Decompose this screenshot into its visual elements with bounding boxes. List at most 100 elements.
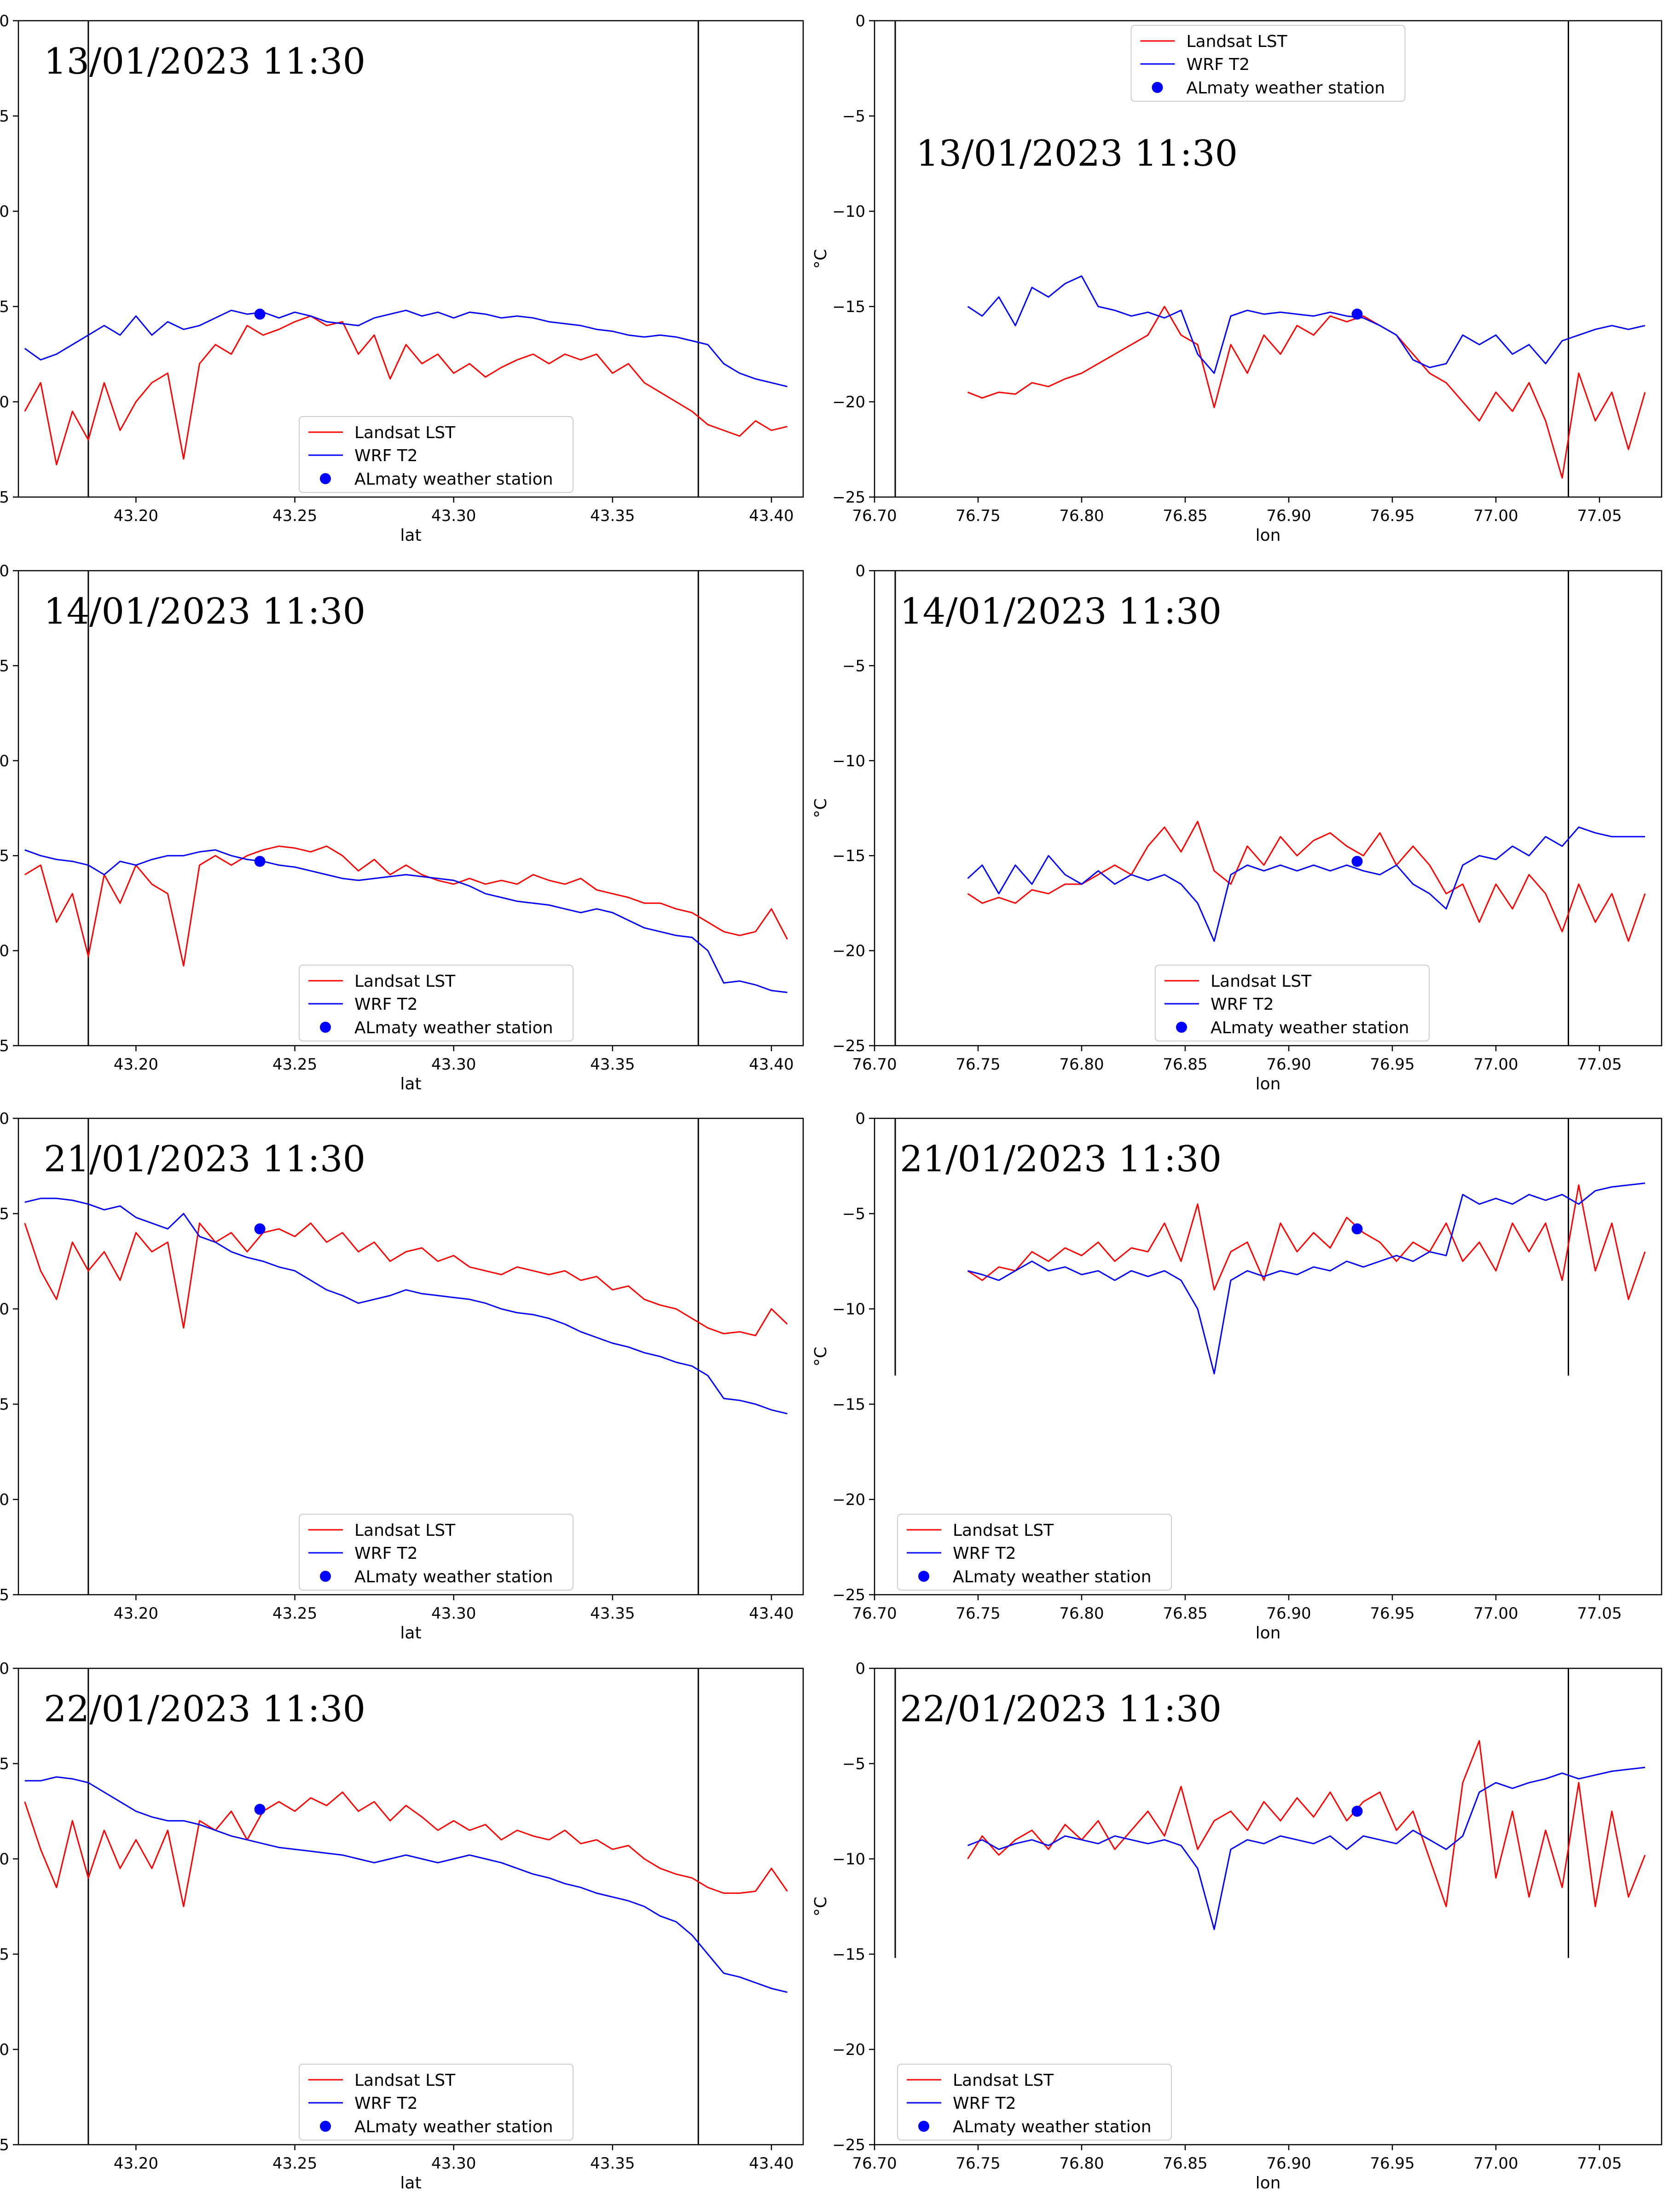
y-tick-label: −15 (832, 298, 865, 316)
x-axis-label: lat (400, 526, 421, 545)
x-axis-label: lat (400, 2174, 421, 2193)
legend-label: ALmaty weather station (354, 1018, 553, 1037)
legend-label: Landsat LST (953, 1521, 1054, 1540)
legend-box (897, 1514, 1172, 1591)
y-tick-label: −20 (0, 2041, 9, 2059)
y-axis-label: °C (811, 798, 830, 818)
y-tick-label: −10 (0, 752, 9, 770)
y-tick-label: −15 (0, 1945, 9, 1964)
legend-label: WRF T2 (1211, 995, 1274, 1014)
x-tick-label: 43.35 (590, 2154, 635, 2173)
plot-frame (874, 20, 1663, 498)
x-tick-label: 43.30 (431, 1604, 476, 1623)
weather-station-point (254, 1223, 266, 1235)
weather-station-point (254, 856, 266, 867)
legend-label: WRF T2 (953, 2094, 1016, 2113)
wrf-t2-line (967, 1182, 1645, 1375)
wrf-t2-line (24, 1198, 788, 1415)
y-tick-label: 0 (0, 12, 9, 30)
x-tick-label: 43.25 (272, 2154, 317, 2173)
legend-box (897, 2064, 1172, 2141)
x-tick-label: 43.20 (114, 507, 158, 525)
plot-frame (874, 1117, 1663, 1596)
y-tick-label: 0 (855, 1110, 865, 1128)
legend-box (299, 2064, 574, 2141)
panel-1: 0 −5 −10 −15 −20 −25 43.20 43.25 43.30 43.35 43.40… (0, 12, 804, 545)
x-axis-label: lon (1256, 1624, 1281, 1643)
panel-date-title: 14/01/2023 11:30 (44, 591, 365, 632)
x-tick-label: 76.70 (852, 1604, 897, 1623)
y-tick-label: −25 (832, 488, 865, 507)
legend-label: ALmaty weather station (953, 1568, 1152, 1586)
plot-frame (874, 1667, 1663, 2146)
panel-date-title: 21/01/2023 11:30 (900, 1139, 1222, 1180)
x-tick-label: 76.90 (1266, 1055, 1311, 1074)
x-tick-label: 43.25 (272, 1055, 317, 1074)
legend: Landsat LST WRF T2 ALmaty weather station (299, 2064, 574, 2141)
y-tick-label: −5 (0, 107, 9, 126)
x-tick-label: 43.20 (114, 2154, 158, 2173)
x-tick-label: 77.00 (1473, 507, 1518, 525)
weather-station-point (254, 1804, 266, 1815)
y-tick-label: −10 (832, 203, 865, 221)
y-tick-label: −20 (832, 1491, 865, 1509)
legend-box (1155, 965, 1430, 1042)
panel-7: 0 −5 −10 −15 −20 −25 43.20 43.25 43.30 43.35 43.40… (0, 1660, 804, 2193)
y-tick-label: 0 (855, 12, 865, 30)
x-tick-label: 43.35 (590, 1055, 635, 1074)
legend-station-swatch (918, 2121, 929, 2132)
x-tick-label: 43.40 (749, 2154, 794, 2173)
x-tick-label: 77.05 (1577, 1055, 1622, 1074)
panel-date-title: 22/01/2023 11:30 (44, 1689, 365, 1730)
x-tick-label: 77.05 (1577, 507, 1622, 525)
x-tick-label: 76.85 (1163, 2154, 1207, 2173)
landsat-lst-line (24, 315, 788, 466)
wrf-t2-line (24, 1776, 788, 1993)
y-tick-label: −10 (832, 1300, 865, 1319)
legend-box (1130, 25, 1406, 102)
y-tick-label: −20 (832, 942, 865, 961)
x-tick-label: 76.85 (1163, 1604, 1207, 1623)
x-tick-label: 76.85 (1163, 507, 1207, 525)
legend-station-swatch (320, 1571, 331, 1582)
legend: Landsat LST WRF T2 ALmaty weather station (299, 416, 574, 493)
y-tick-label: −5 (842, 657, 865, 675)
plot-frame (17, 570, 804, 1047)
x-tick-label: 76.75 (956, 2154, 1000, 2173)
plot-frame (874, 570, 1663, 1047)
y-tick-label: −15 (0, 1395, 9, 1414)
x-tick-label: 76.70 (852, 507, 897, 525)
x-tick-label: 77.00 (1473, 1604, 1518, 1623)
y-tick-label: −20 (0, 1491, 9, 1509)
landsat-lst-line (24, 1791, 788, 1907)
weather-station-point (1351, 1223, 1363, 1235)
x-tick-label: 76.95 (1370, 1604, 1414, 1623)
legend: Landsat LST WRF T2 ALmaty weather station (897, 1514, 1172, 1591)
panel-date-title: 13/01/2023 11:30 (916, 133, 1238, 174)
weather-station-point (1351, 308, 1363, 320)
x-tick-label: 76.85 (1163, 1055, 1207, 1074)
x-tick-label: 43.40 (749, 1055, 794, 1074)
legend-label: Landsat LST (1187, 32, 1288, 51)
x-tick-label: 43.30 (431, 507, 476, 525)
x-tick-label: 76.95 (1370, 507, 1414, 525)
wrf-t2-line (967, 826, 1645, 942)
legend-station-swatch (320, 473, 331, 484)
y-tick-label: −15 (832, 1945, 865, 1964)
y-tick-label: −5 (842, 1755, 865, 1773)
x-tick-label: 76.80 (1059, 2154, 1104, 2173)
legend-label: Landsat LST (354, 972, 456, 991)
x-axis-label: lat (400, 1624, 421, 1643)
legend: Landsat LST WRF T2 ALmaty weather station (299, 1514, 574, 1591)
legend-label: ALmaty weather station (354, 2118, 553, 2136)
legend-station-swatch (918, 1571, 929, 1582)
y-tick-label: −25 (0, 1586, 9, 1604)
legend-label: ALmaty weather station (354, 1568, 553, 1586)
plot-frame (17, 1117, 804, 1596)
x-tick-label: 77.00 (1473, 1055, 1518, 1074)
legend-station-swatch (320, 1022, 331, 1033)
x-tick-label: 76.75 (956, 1604, 1000, 1623)
legend-label: Landsat LST (354, 2071, 456, 2090)
